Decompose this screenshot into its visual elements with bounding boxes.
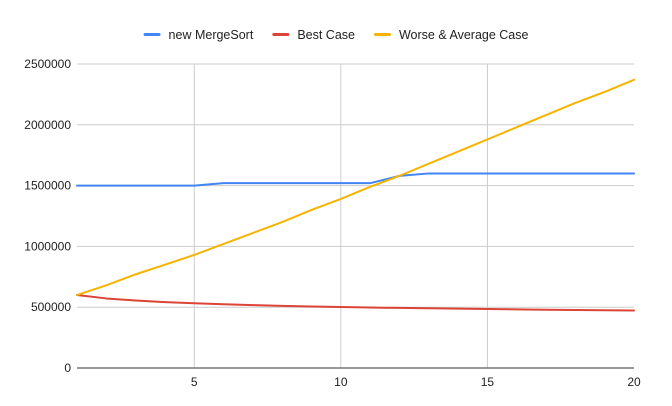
y-tick-label: 1000000 <box>24 239 71 253</box>
series-lines <box>76 78 635 312</box>
y-tick-label: 0 <box>64 361 71 375</box>
tick-labels: 0 500000 1000000 1500000 2000000 2500000 5 10 15… <box>24 57 641 389</box>
legend-swatch <box>143 33 161 36</box>
legend: new MergeSort Best Case Worse & Average Ca… <box>143 28 529 42</box>
legend-label: Best Case <box>297 28 355 42</box>
x-tick-label: 15 <box>481 375 495 389</box>
y-tick-label: 1500000 <box>24 179 71 193</box>
x-tick-label: 10 <box>334 375 348 389</box>
x-tick-label: 5 <box>191 375 198 389</box>
y-tick-label: 500000 <box>31 300 71 314</box>
legend-swatch <box>373 33 391 36</box>
series-line-worse-average-case <box>76 78 635 297</box>
legend-swatch <box>272 33 290 36</box>
gridlines <box>77 63 634 368</box>
y-tick-label: 2000000 <box>24 118 71 132</box>
legend-label: new MergeSort <box>169 28 254 42</box>
legend-label: Worse & Average Case <box>399 28 529 42</box>
x-tick-label: 20 <box>627 375 641 389</box>
series-line-new-mergesort <box>76 172 635 187</box>
series-line-best-case <box>76 294 635 312</box>
y-tick-label: 2500000 <box>24 57 71 71</box>
